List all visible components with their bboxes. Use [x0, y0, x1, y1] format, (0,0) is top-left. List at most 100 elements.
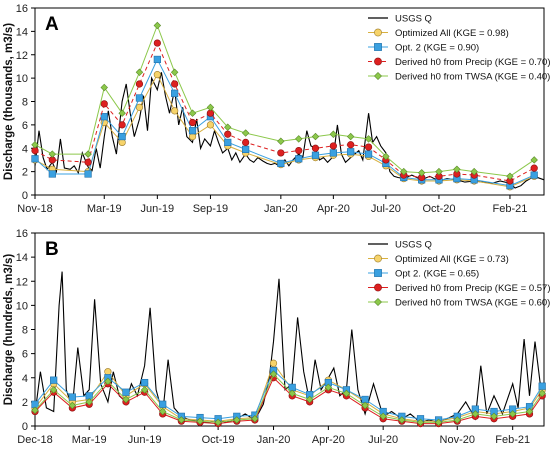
- series-4-point: [361, 401, 369, 410]
- legend: USGS Q Optimized All (KGE = 0.73) Opt 2. (…: [368, 240, 550, 309]
- legend-label-1: Optimized All (KGE = 0.73): [395, 254, 509, 265]
- legend-marker-1: [374, 254, 382, 263]
- series-2-point: [153, 55, 161, 64]
- series-4-point: [382, 152, 390, 161]
- series-4-point: [118, 109, 126, 117]
- series-2-point: [159, 400, 167, 408]
- series-2-point: [31, 155, 39, 163]
- y-tick-label: 6: [22, 120, 28, 132]
- series-2-point: [48, 170, 56, 178]
- y-tick-label: 16: [16, 228, 28, 240]
- y-tick-label: 6: [22, 349, 28, 361]
- legend-marker-2: [374, 269, 382, 277]
- y-tick-label: 8: [22, 97, 28, 109]
- series-3-point: [100, 100, 108, 108]
- series-4-point: [68, 401, 77, 410]
- series-3-point: [84, 158, 92, 166]
- y-tick-label: 14: [16, 252, 28, 264]
- legend-label-usgs-q: USGS Q: [395, 14, 432, 25]
- series-4-point: [508, 410, 517, 418]
- legend-label-2: Opt 2. (KGE = 0.65): [395, 269, 479, 280]
- x-tick-label: Mar-19: [87, 203, 122, 215]
- series-2-point: [242, 145, 250, 154]
- y-tick-label: 16: [16, 3, 28, 15]
- panel-label: A: [45, 14, 59, 35]
- legend-marker-2: [374, 43, 382, 51]
- legend-marker-4: [373, 71, 383, 81]
- y-tick-label: 12: [16, 276, 28, 288]
- x-tick-label: Nov-20: [440, 434, 475, 446]
- series-4-point: [311, 132, 320, 141]
- series-3-point: [224, 130, 232, 138]
- series-2-point: [295, 155, 303, 163]
- series-4-point: [329, 130, 338, 138]
- series-4-point: [288, 389, 296, 398]
- y-tick-label: 4: [22, 143, 28, 155]
- series-4-point: [170, 68, 179, 77]
- series-2-point: [277, 159, 285, 168]
- series-4-point: [251, 415, 259, 423]
- series-3-point: [530, 164, 538, 172]
- series-4-point: [269, 370, 278, 378]
- x-tick-label: Jul-20: [368, 434, 398, 446]
- series-3-point: [329, 142, 337, 150]
- chart-panel-a: 0 2 4 6 8 10 12 14 16 Nov-18 Mar-19 Jun-19 Sep-19 Jan…: [3, 3, 550, 215]
- series-4-point: [295, 135, 303, 143]
- x-tick-label: Oct-19: [202, 434, 235, 446]
- series-2-point: [118, 132, 126, 141]
- x-tick-label: Feb-21: [495, 434, 530, 446]
- legend-label-4: Derived h0 from TWSA (KGE = 0.40): [395, 72, 550, 83]
- series-2-point: [100, 113, 108, 121]
- series-4-point: [453, 416, 461, 424]
- panel-label: B: [45, 239, 59, 260]
- series-4-point: [135, 68, 144, 77]
- series-1-point: [269, 359, 278, 367]
- x-tick-label: Feb-21: [493, 203, 528, 215]
- series-4-point: [453, 165, 461, 174]
- series-4-point: [224, 123, 232, 131]
- series-2-point: [224, 138, 232, 147]
- y-axis-label: Discharge (hundreds, m3/s): [3, 254, 15, 406]
- y-tick-label: 4: [22, 373, 28, 385]
- x-tick-label: Jun-19: [128, 434, 162, 446]
- series-1-point: [104, 368, 112, 376]
- x-tick-label: Jan-20: [257, 434, 291, 446]
- legend-label-1: Optimized All (KGE = 0.98): [395, 28, 509, 39]
- series-4-point: [342, 389, 351, 398]
- legend-marker-3: [374, 57, 382, 66]
- series-4-point: [49, 386, 58, 394]
- series-4-point: [305, 395, 314, 404]
- series-3-point: [277, 149, 285, 157]
- series-4-point: [398, 416, 406, 424]
- series-4-point: [31, 406, 39, 415]
- x-tick-label: Mar-19: [72, 434, 107, 446]
- series-2-point: [530, 171, 538, 179]
- x-tick-label: Jul-20: [371, 203, 401, 215]
- series-3-point: [295, 146, 303, 155]
- series-3-point: [364, 143, 373, 151]
- series-4-point: [104, 377, 112, 386]
- legend-marker-3: [374, 283, 382, 292]
- series-3-point: [118, 121, 126, 129]
- series-2-point: [135, 94, 144, 102]
- x-tick-label: Dec-18: [17, 434, 52, 446]
- series-3-point: [135, 80, 144, 88]
- y-tick-label: 10: [16, 73, 28, 85]
- series-2-point: [347, 148, 355, 156]
- series-4-point: [490, 412, 498, 421]
- y-tick-label: 2: [22, 167, 28, 179]
- y-axis-label: Discharge (thousands, m3/s): [3, 23, 15, 180]
- series-4-point: [31, 141, 39, 149]
- series-4-point: [241, 129, 250, 137]
- series-3-point: [311, 144, 320, 152]
- x-tick-label: Nov-18: [17, 203, 52, 215]
- series-3-point: [347, 141, 355, 149]
- series-4-point: [153, 21, 162, 30]
- series-4-point: [206, 103, 215, 112]
- y-tick-label: 0: [22, 190, 28, 202]
- series-4-point: [177, 416, 186, 424]
- series-2-point: [84, 170, 92, 178]
- legend-marker-1: [374, 28, 382, 37]
- series-2-point: [50, 376, 58, 384]
